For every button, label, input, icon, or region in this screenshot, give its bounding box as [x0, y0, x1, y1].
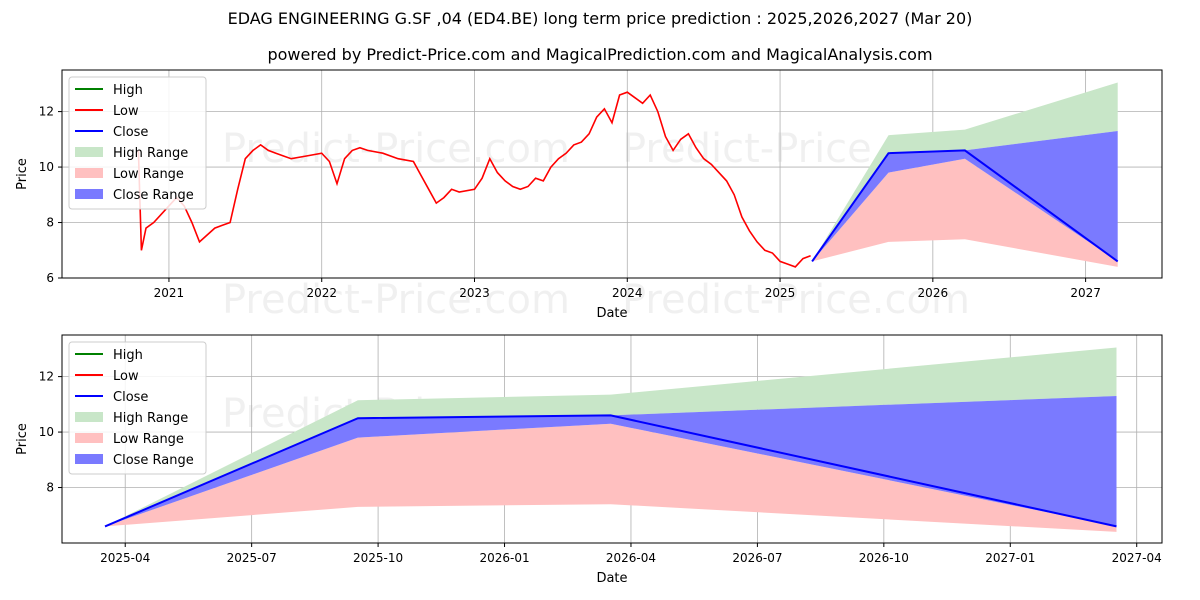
legend-box: [68, 76, 207, 210]
x-tick-label: 2024: [612, 286, 643, 300]
y-tick-label: 12: [39, 105, 54, 119]
legend-label: Close: [113, 390, 148, 405]
low-range-band: [812, 158, 1118, 267]
legend-label: High Range: [113, 146, 188, 161]
legend-swatch: [75, 454, 103, 464]
watermark-text: Predict-Price.com: [622, 277, 970, 323]
close-range-band: [105, 396, 1117, 527]
legend-label: Close: [113, 125, 148, 140]
plot-frame: [61, 69, 1163, 279]
legend-label: Low Range: [113, 167, 184, 182]
y-tick-label: 12: [39, 370, 54, 384]
x-tick-label: 2023: [459, 286, 490, 300]
x-tick-label: 2026-07: [732, 551, 782, 565]
legend-label: Close Range: [113, 453, 194, 468]
x-tick-label: 2022: [306, 286, 337, 300]
y-tick-label: 6: [46, 271, 54, 285]
legend-swatch: [75, 168, 103, 178]
legend-label: Low Range: [113, 432, 184, 447]
x-tick-label: 2026-04: [606, 551, 656, 565]
legend-box: [68, 341, 207, 475]
high-range-band: [105, 347, 1117, 527]
x-tick-label: 2026-10: [859, 551, 909, 565]
close-forecast-line: [811, 149, 1119, 263]
legend-label: High: [113, 83, 143, 98]
legend-swatch: [75, 412, 103, 422]
legend-label: Close Range: [113, 188, 194, 203]
x-tick-label: 2027-01: [985, 551, 1035, 565]
low-range-band: [105, 423, 1117, 532]
plot-frame: [61, 334, 1163, 544]
legend-label: Low: [113, 104, 139, 119]
low-history-line: [137, 91, 811, 268]
x-tick-label: 2027: [1070, 286, 1101, 300]
close-range-band: [812, 131, 1118, 262]
close-forecast-line: [104, 414, 1117, 528]
x-tick-label: 2025-10: [353, 551, 403, 565]
x-tick-label: 2026-01: [479, 551, 529, 565]
chart-title: EDAG ENGINEERING G.SF ,04 (ED4.BE) long …: [227, 9, 973, 28]
legend-label: High: [113, 348, 143, 363]
x-axis-label: Date: [596, 306, 627, 321]
x-tick-label: 2026: [918, 286, 949, 300]
panel-long-term: Predict-Price.com Predict-Price.com Predic…: [15, 69, 1163, 323]
high-range-band: [812, 82, 1118, 262]
x-tick-label: 2021: [154, 286, 185, 300]
x-tick-label: 2025: [765, 286, 796, 300]
x-axis-label: Date: [596, 571, 627, 586]
chart-subtitle: powered by Predict-Price.com and Magical…: [267, 45, 933, 64]
legend-label: Low: [113, 369, 139, 384]
legend-swatch: [75, 433, 103, 443]
legend-label: High Range: [113, 411, 188, 426]
legend-swatch: [75, 189, 103, 199]
y-tick-label: 8: [46, 481, 54, 495]
y-tick-label: 8: [46, 216, 54, 230]
x-tick-label: 2025-07: [227, 551, 277, 565]
x-tick-label: 2027-04: [1112, 551, 1162, 565]
y-axis-label: Price: [15, 158, 30, 190]
legend-swatch: [75, 147, 103, 157]
y-tick-label: 10: [39, 160, 54, 174]
y-tick-label: 10: [39, 425, 54, 439]
watermark-text: Predict-Price.com: [222, 126, 570, 172]
x-tick-label: 2025-04: [100, 551, 150, 565]
watermark-text: Predict-Price.com: [222, 277, 570, 323]
y-axis-label: Price: [15, 423, 30, 455]
panel-forecast-zoom: Predict-Price.comPredict-Price.com2025-0…: [15, 334, 1163, 586]
